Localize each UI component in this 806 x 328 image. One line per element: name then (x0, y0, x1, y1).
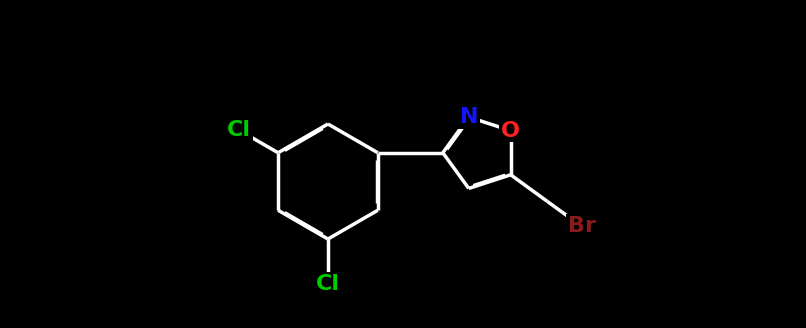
Text: Br: Br (567, 216, 596, 236)
Text: Cl: Cl (227, 120, 251, 140)
Text: N: N (459, 107, 478, 127)
Text: Cl: Cl (316, 274, 340, 294)
Text: O: O (501, 121, 520, 141)
